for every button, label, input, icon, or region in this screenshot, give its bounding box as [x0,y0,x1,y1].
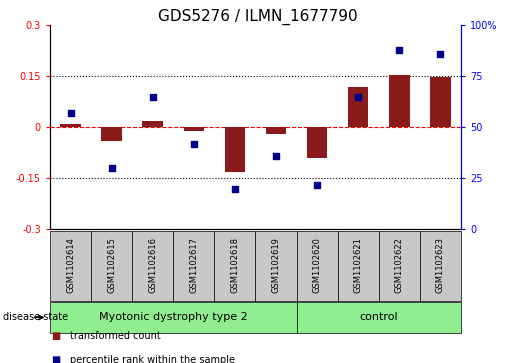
Point [231,186,239,192]
Point [190,141,198,147]
Text: GSM1102618: GSM1102618 [230,237,239,293]
Text: ■: ■ [52,331,61,341]
Bar [50,302,297,333]
Bar [183,127,204,131]
Point [436,51,444,57]
Bar [101,127,122,141]
Bar [348,87,368,127]
Bar [420,231,461,301]
Point [395,47,403,53]
Text: Myotonic dystrophy type 2: Myotonic dystrophy type 2 [99,313,248,322]
Text: GSM1102616: GSM1102616 [148,237,157,293]
Bar [255,231,297,301]
Bar [225,127,245,172]
Point [108,165,116,171]
Bar [307,127,328,158]
Point [313,182,321,187]
Bar [266,127,286,134]
Bar [430,77,451,127]
Bar [91,231,132,301]
Bar [297,302,461,333]
Text: ■: ■ [52,355,61,363]
Text: GSM1102614: GSM1102614 [66,237,75,293]
Text: transformed count: transformed count [70,331,160,341]
Text: GSM1102622: GSM1102622 [395,237,404,293]
Text: GSM1102615: GSM1102615 [107,237,116,293]
Bar [50,231,91,301]
Text: GSM1102617: GSM1102617 [190,237,198,293]
Point [148,94,157,100]
Text: GSM1102623: GSM1102623 [436,237,445,293]
Text: GSM1102620: GSM1102620 [313,237,321,293]
Text: disease state: disease state [3,313,67,322]
Bar [379,231,420,301]
Bar [132,231,173,301]
Bar [214,231,255,301]
Text: GSM1102619: GSM1102619 [271,237,281,293]
Text: GDS5276 / ILMN_1677790: GDS5276 / ILMN_1677790 [158,9,357,25]
Bar [338,231,379,301]
Bar [143,121,163,127]
Bar [389,75,409,127]
Point [272,153,280,159]
Text: percentile rank within the sample: percentile rank within the sample [70,355,234,363]
Point [66,110,75,116]
Bar [297,231,338,301]
Text: control: control [359,313,398,322]
Text: GSM1102621: GSM1102621 [354,237,363,293]
Point [354,94,363,100]
Bar [173,231,214,301]
Bar [60,124,81,127]
